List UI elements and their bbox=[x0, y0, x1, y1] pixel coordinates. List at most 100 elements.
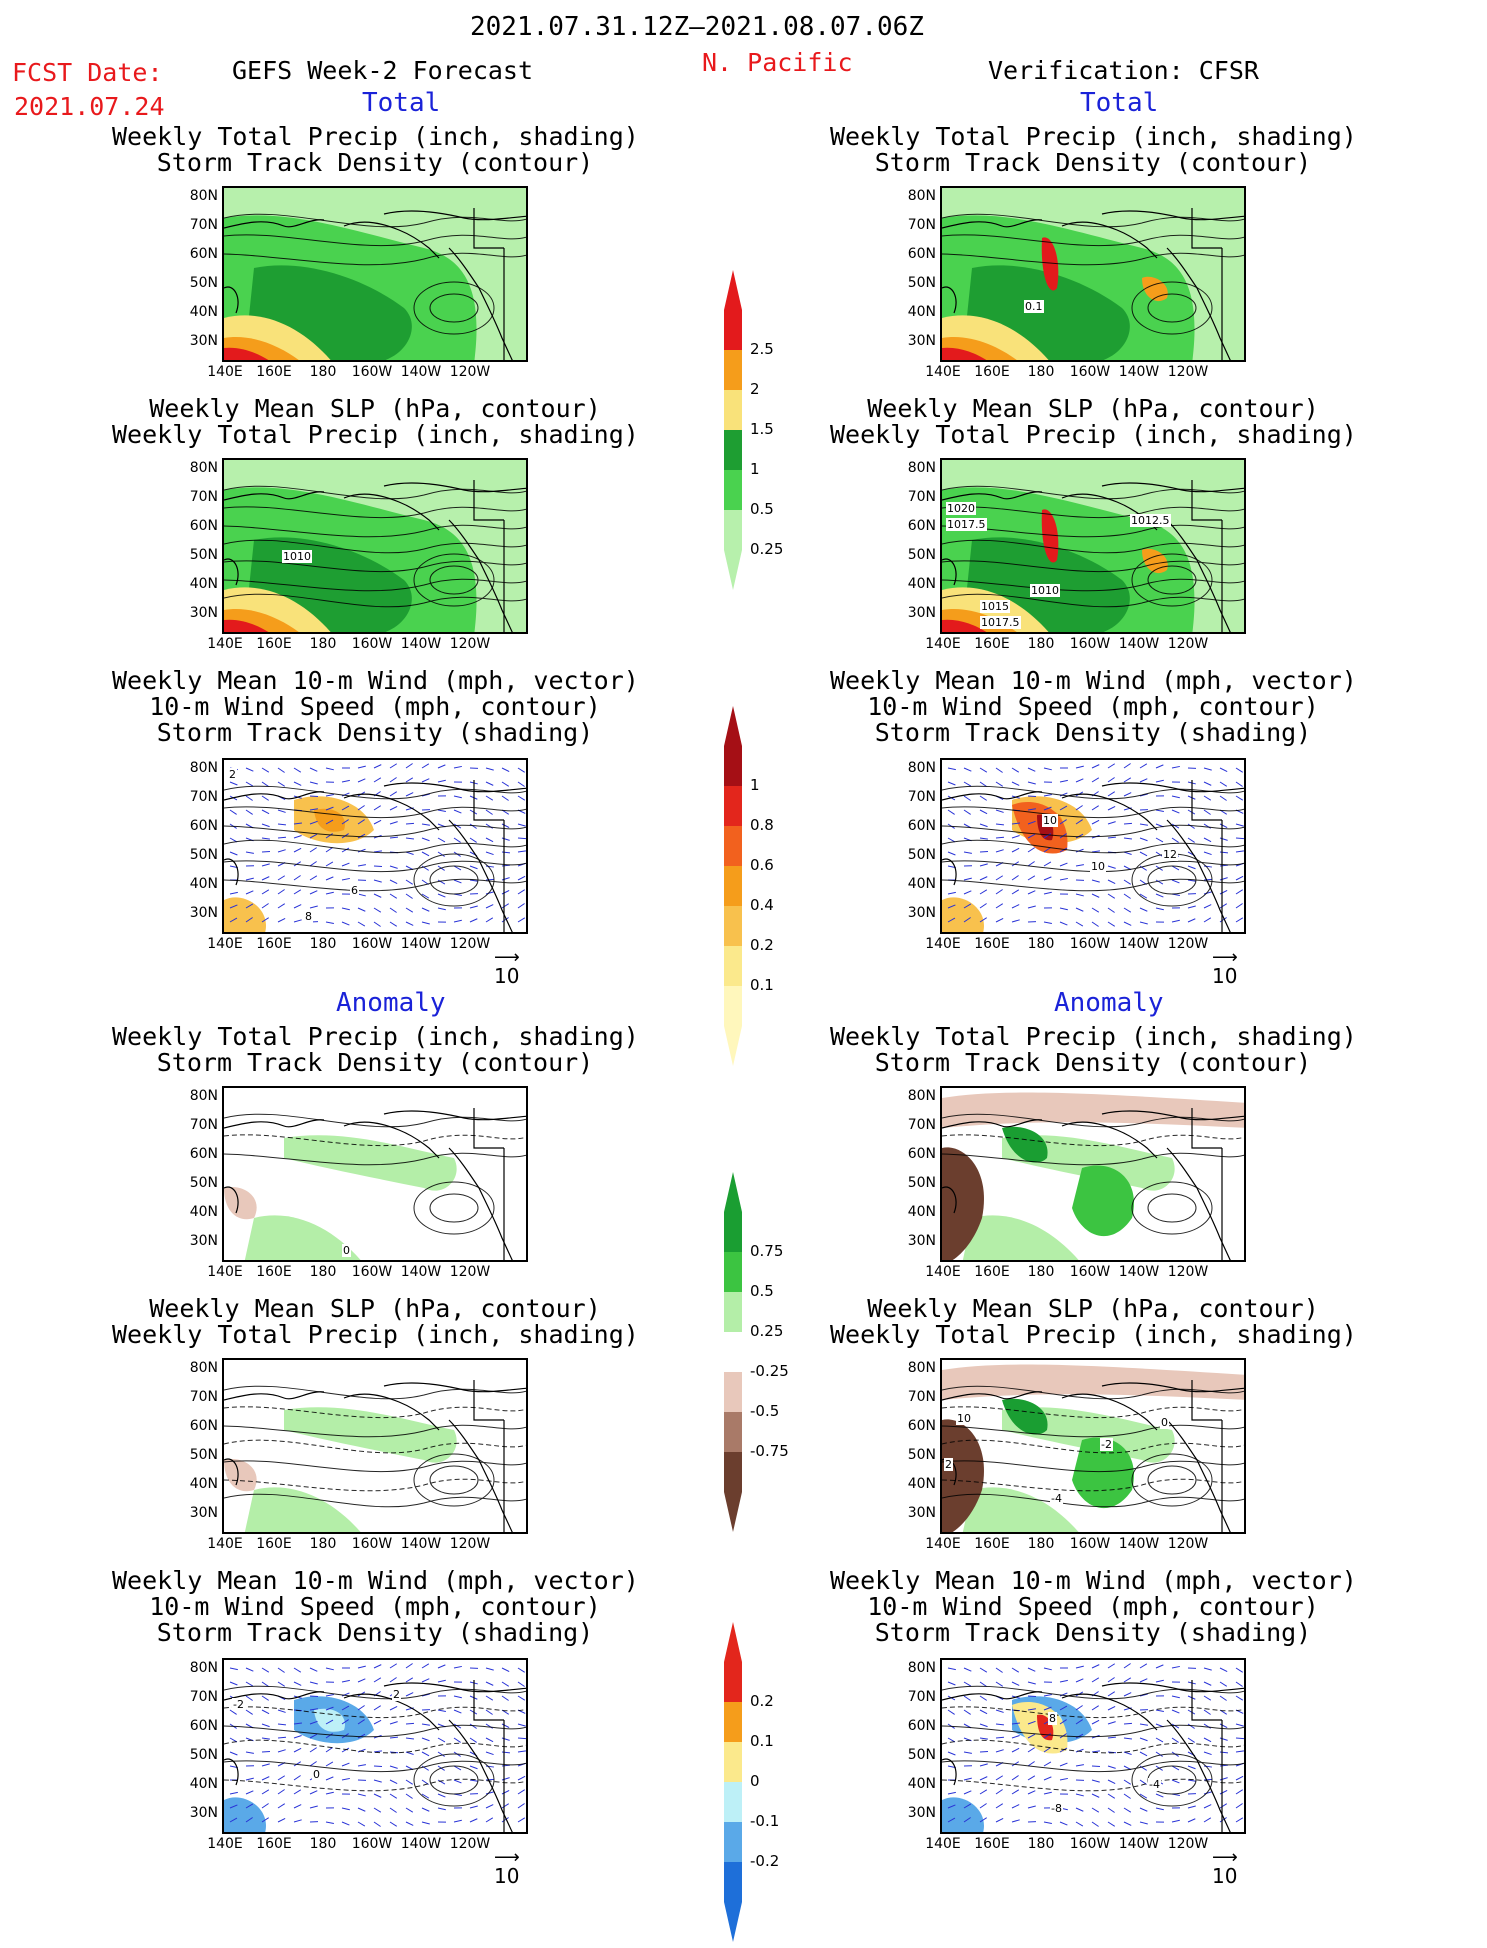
l-slp-total-lat-label: 50N bbox=[178, 547, 218, 563]
contour-label-r_wind_anom: -4 bbox=[1148, 1778, 1161, 1791]
r-slp-total-lon-label: 180 bbox=[1016, 636, 1066, 652]
l-wind-anom-lon-label: 180 bbox=[298, 1836, 348, 1852]
l-precip-total-map bbox=[222, 186, 528, 362]
contour-label-r_slp_anom: 2 bbox=[944, 1458, 953, 1471]
contour-label-r_wind_anom: -8 bbox=[1050, 1802, 1063, 1815]
r-wind-anom-vector-ref: ⟶10 bbox=[1212, 1852, 1238, 1888]
l-slp-anom-lon-label: 160W bbox=[347, 1536, 397, 1552]
contour-label-r_slp_total: 1020 bbox=[946, 502, 976, 515]
l-precip-total-lon-label: 120W bbox=[445, 364, 495, 380]
r-slp-anom-lon-label: 160E bbox=[967, 1536, 1017, 1552]
contour-label-l_wind_anom: 0 bbox=[312, 1768, 321, 1781]
l-precip-anom-title-line-2: Storm Track Density (contour) bbox=[112, 1050, 638, 1076]
r-wind-anom-title-line-3: Storm Track Density (shading) bbox=[830, 1620, 1356, 1646]
l-wind-total-lon-label: 180 bbox=[298, 936, 348, 952]
r-precip-anom-lat-label: 30N bbox=[896, 1233, 936, 1249]
contour-label-l_wind_anom: -2 bbox=[232, 1698, 245, 1711]
l-slp-anom-lat-label: 60N bbox=[178, 1418, 218, 1434]
r-precip-total-lat-label: 40N bbox=[896, 304, 936, 320]
l-slp-anom-lat-label: 40N bbox=[178, 1476, 218, 1492]
l-slp-anom-lon-label: 180 bbox=[298, 1536, 348, 1552]
l-wind-anom-vector-ref: ⟶10 bbox=[494, 1852, 520, 1888]
r-precip-anom-lon-label: 140E bbox=[918, 1264, 968, 1280]
r-slp-total-lat-label: 40N bbox=[896, 576, 936, 592]
l-precip-total-lon-label: 140W bbox=[396, 364, 446, 380]
colorbar-track-anom-label: 0 bbox=[750, 1772, 760, 1790]
fcst-date-label: FCST Date: bbox=[12, 58, 163, 87]
r-precip-total-lat-label: 60N bbox=[896, 246, 936, 262]
l-precip-anom-lon-label: 160W bbox=[347, 1264, 397, 1280]
forecast-title: GEFS Week-2 Forecast bbox=[232, 56, 533, 85]
colorbar-track-total-label: 1 bbox=[750, 776, 760, 794]
contour-label-r_wind_total: 10 bbox=[1042, 814, 1058, 827]
l-wind-total-lon-label: 160W bbox=[347, 936, 397, 952]
colorbar-precip-anom-label: -0.5 bbox=[750, 1402, 779, 1420]
l-wind-total-lat-label: 70N bbox=[178, 789, 218, 805]
r-slp-anom-lat-label: 50N bbox=[896, 1447, 936, 1463]
vector-ref-value: 10 bbox=[1212, 964, 1238, 988]
l-precip-anom-map bbox=[222, 1086, 528, 1262]
l-wind-anom-title-line-1: Weekly Mean 10-m Wind (mph, vector) bbox=[112, 1568, 638, 1594]
r-wind-anom-title-line-2: 10-m Wind Speed (mph, contour) bbox=[830, 1594, 1356, 1620]
l-precip-total-title-line-1: Weekly Total Precip (inch, shading) bbox=[112, 124, 638, 150]
section-anomaly-left: Anomaly bbox=[336, 988, 446, 1018]
r-slp-anom-lon-label: 140E bbox=[918, 1536, 968, 1552]
l-slp-total-lon-label: 140W bbox=[396, 636, 446, 652]
colorbar-precip-total-label: 0.25 bbox=[750, 540, 783, 558]
r-wind-total-lon-label: 140E bbox=[918, 936, 968, 952]
l-slp-total-map bbox=[222, 458, 528, 634]
r-precip-anom-lat-label: 50N bbox=[896, 1175, 936, 1191]
l-wind-anom-lat-label: 60N bbox=[178, 1718, 218, 1734]
colorbar-precip-anom-label: 0.25 bbox=[750, 1322, 783, 1340]
r-wind-total-map bbox=[940, 758, 1246, 934]
r-wind-total-lat-label: 50N bbox=[896, 847, 936, 863]
colorbar-track-anom-label: 0.2 bbox=[750, 1692, 774, 1710]
section-total-left: Total bbox=[362, 88, 440, 118]
vector-ref-arrow-icon: ⟶ bbox=[1212, 1852, 1238, 1864]
r-wind-anom-lat-label: 70N bbox=[896, 1689, 936, 1705]
colorbar-precip-total-label: 2.5 bbox=[750, 340, 774, 358]
r-precip-anom-lon-label: 180 bbox=[1016, 1264, 1066, 1280]
r-precip-total-lat-label: 30N bbox=[896, 333, 936, 349]
r-precip-anom-lon-label: 160W bbox=[1065, 1264, 1115, 1280]
r-wind-anom-lat-label: 80N bbox=[896, 1660, 936, 1676]
l-wind-total-lat-label: 60N bbox=[178, 818, 218, 834]
region-label: N. Pacific bbox=[702, 48, 853, 77]
r-precip-total-lat-label: 50N bbox=[896, 275, 936, 291]
r-slp-total-lat-label: 60N bbox=[896, 518, 936, 534]
l-wind-anom-lon-label: 120W bbox=[445, 1836, 495, 1852]
vector-ref-value: 10 bbox=[1212, 1864, 1238, 1888]
r-precip-anom-lat-label: 80N bbox=[896, 1088, 936, 1104]
l-precip-total-lat-label: 80N bbox=[178, 188, 218, 204]
l-slp-total-lon-label: 160W bbox=[347, 636, 397, 652]
colorbar-track-total-label: 0.1 bbox=[750, 976, 774, 994]
contour-label-l_precip_anom: 0 bbox=[342, 1244, 351, 1257]
l-slp-total-lon-label: 160E bbox=[249, 636, 299, 652]
l-wind-total-lon-label: 140W bbox=[396, 936, 446, 952]
r-precip-total-title-line-2: Storm Track Density (contour) bbox=[830, 150, 1356, 176]
contour-label-r_wind_total: 12 bbox=[1162, 848, 1178, 861]
l-precip-total-lon-label: 160W bbox=[347, 364, 397, 380]
contour-label-r_wind_anom: 8 bbox=[1048, 1712, 1057, 1725]
l-slp-total-lat-label: 80N bbox=[178, 460, 218, 476]
contour-label-r_slp_anom: -2 bbox=[1100, 1438, 1113, 1451]
contour-label-r_slp_total: 1010 bbox=[1030, 584, 1060, 597]
r-slp-anom-lat-label: 70N bbox=[896, 1389, 936, 1405]
l-precip-anom-lat-label: 70N bbox=[178, 1117, 218, 1133]
colorbar-precip-anom-label: 0.75 bbox=[750, 1242, 783, 1260]
l-wind-anom-lat-label: 70N bbox=[178, 1689, 218, 1705]
r-wind-total-lat-label: 60N bbox=[896, 818, 936, 834]
l-precip-total-title-line-2: Storm Track Density (contour) bbox=[112, 150, 638, 176]
section-total-right: Total bbox=[1080, 88, 1158, 118]
l-wind-anom-lat-label: 50N bbox=[178, 1747, 218, 1763]
contour-label-r_slp_total: 1015 bbox=[980, 600, 1010, 613]
r-wind-total-title-line-3: Storm Track Density (shading) bbox=[830, 720, 1356, 746]
l-precip-anom-lon-label: 140W bbox=[396, 1264, 446, 1280]
r-slp-anom-lat-label: 40N bbox=[896, 1476, 936, 1492]
l-slp-anom-title-line-1: Weekly Mean SLP (hPa, contour) bbox=[112, 1296, 638, 1322]
r-precip-total-map bbox=[940, 186, 1246, 362]
r-slp-anom-lat-label: 80N bbox=[896, 1360, 936, 1376]
l-wind-anom-lat-label: 30N bbox=[178, 1805, 218, 1821]
r-wind-anom-lat-label: 40N bbox=[896, 1776, 936, 1792]
colorbar-precip-anom-label: -0.25 bbox=[750, 1362, 789, 1380]
